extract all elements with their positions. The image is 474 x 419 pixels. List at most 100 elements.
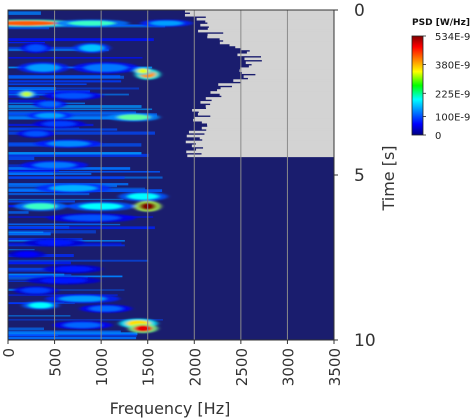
colorbar-tick-label: 534E-9 bbox=[435, 32, 470, 43]
masked-band bbox=[229, 43, 334, 47]
masked-band bbox=[207, 33, 334, 37]
texture-stripe bbox=[8, 275, 54, 277]
masked-band bbox=[248, 65, 334, 69]
masked-band bbox=[206, 128, 334, 132]
psd-hotspot bbox=[117, 114, 151, 121]
texture-stripe bbox=[8, 192, 90, 196]
texture-stripe bbox=[8, 105, 142, 108]
texture-stripe bbox=[8, 90, 90, 94]
masked-band bbox=[221, 95, 334, 98]
texture-stripe bbox=[8, 26, 50, 30]
psd-hotspot bbox=[89, 305, 123, 312]
psd-hotspot bbox=[127, 193, 159, 200]
psd-hotspot bbox=[54, 92, 92, 99]
masked-band bbox=[244, 57, 334, 61]
masked-band bbox=[219, 41, 334, 45]
masked-band bbox=[235, 45, 334, 49]
texture-stripe bbox=[8, 111, 137, 114]
masked-band bbox=[191, 144, 334, 148]
masked-band bbox=[208, 25, 334, 29]
masked-band bbox=[255, 73, 334, 76]
texture-stripe bbox=[8, 156, 35, 160]
masked-band bbox=[184, 10, 334, 13]
texture-stripe bbox=[8, 268, 77, 272]
masked-band bbox=[211, 99, 334, 102]
y-tick-label: 10 bbox=[354, 331, 376, 351]
masked-band bbox=[204, 132, 334, 136]
masked-band bbox=[189, 11, 334, 15]
masked-band bbox=[192, 109, 334, 112]
colorbar-title: PSD [W/Hz] bbox=[412, 18, 470, 28]
x-tick-label: 1000 bbox=[93, 348, 111, 386]
masked-band bbox=[199, 136, 334, 140]
x-tick-label: 0 bbox=[0, 348, 18, 358]
texture-stripe bbox=[8, 127, 80, 129]
masked-band bbox=[223, 31, 334, 35]
masked-band bbox=[219, 37, 334, 41]
psd-hotspot bbox=[49, 185, 97, 192]
masked-band bbox=[261, 55, 334, 59]
masked-band bbox=[193, 118, 334, 122]
masked-band bbox=[205, 19, 334, 23]
masked-band bbox=[196, 148, 334, 152]
masked-band bbox=[233, 79, 334, 82]
masked-band bbox=[186, 134, 334, 138]
x-tick-label: 2500 bbox=[233, 348, 251, 386]
masked-band bbox=[217, 89, 334, 92]
masked-band bbox=[206, 107, 334, 110]
masked-band bbox=[198, 29, 334, 33]
masked-band bbox=[196, 17, 334, 21]
psd-hotspot bbox=[21, 287, 50, 294]
masked-band bbox=[249, 49, 334, 53]
masked-band bbox=[185, 140, 334, 144]
texture-stripe bbox=[8, 336, 137, 340]
texture-stripe bbox=[8, 200, 75, 203]
masked-band bbox=[219, 93, 334, 96]
psd-hotspot bbox=[39, 101, 61, 107]
masked-band bbox=[194, 116, 334, 120]
psd-hotspot bbox=[8, 20, 60, 26]
masked-band bbox=[201, 126, 334, 130]
texture-stripe bbox=[8, 87, 140, 90]
psd-hotspot bbox=[24, 131, 48, 137]
masked-band bbox=[207, 21, 334, 25]
texture-stripe bbox=[8, 172, 92, 175]
colorbar: PSD [W/Hz] 0 100E-9 225E-9 380E-9 534E-9 bbox=[411, 18, 470, 142]
texture-stripe bbox=[8, 198, 124, 201]
texture-stripe bbox=[8, 319, 163, 321]
texture-stripe bbox=[8, 128, 118, 131]
psd-hotspot bbox=[80, 44, 104, 52]
texture-stripe bbox=[8, 152, 142, 155]
masked-band bbox=[198, 110, 334, 114]
masked-band bbox=[187, 154, 334, 158]
x-tick-label: 3500 bbox=[326, 348, 344, 386]
texture-stripe bbox=[8, 289, 125, 291]
texture-stripe bbox=[8, 315, 71, 317]
x-tick-label: 1500 bbox=[140, 348, 158, 386]
psd-hotspot bbox=[133, 325, 153, 332]
masked-band bbox=[195, 142, 334, 146]
masked-band bbox=[201, 152, 334, 156]
masked-region bbox=[184, 10, 334, 158]
texture-stripe bbox=[8, 41, 45, 44]
psd-hotspot bbox=[21, 91, 33, 97]
psd-hotspot bbox=[68, 20, 116, 26]
psd-hotspot bbox=[27, 63, 60, 72]
texture-stripe bbox=[8, 211, 29, 214]
psd-hotspot bbox=[14, 251, 39, 257]
masked-band bbox=[251, 63, 334, 67]
texture-stripe bbox=[8, 113, 157, 117]
masked-band bbox=[207, 122, 334, 126]
masked-band bbox=[220, 87, 334, 90]
texture-stripe bbox=[8, 75, 125, 79]
x-tick-label: 2000 bbox=[186, 348, 204, 386]
spectrogram-plot-area bbox=[7, 9, 335, 341]
texture-stripe bbox=[8, 259, 149, 262]
masked-band bbox=[243, 75, 334, 78]
masked-band bbox=[239, 69, 334, 72]
texture-stripe bbox=[8, 275, 123, 278]
masked-band bbox=[202, 138, 334, 142]
psd-hotspot bbox=[47, 140, 90, 147]
masked-band bbox=[205, 15, 334, 19]
texture-stripe bbox=[8, 80, 122, 83]
